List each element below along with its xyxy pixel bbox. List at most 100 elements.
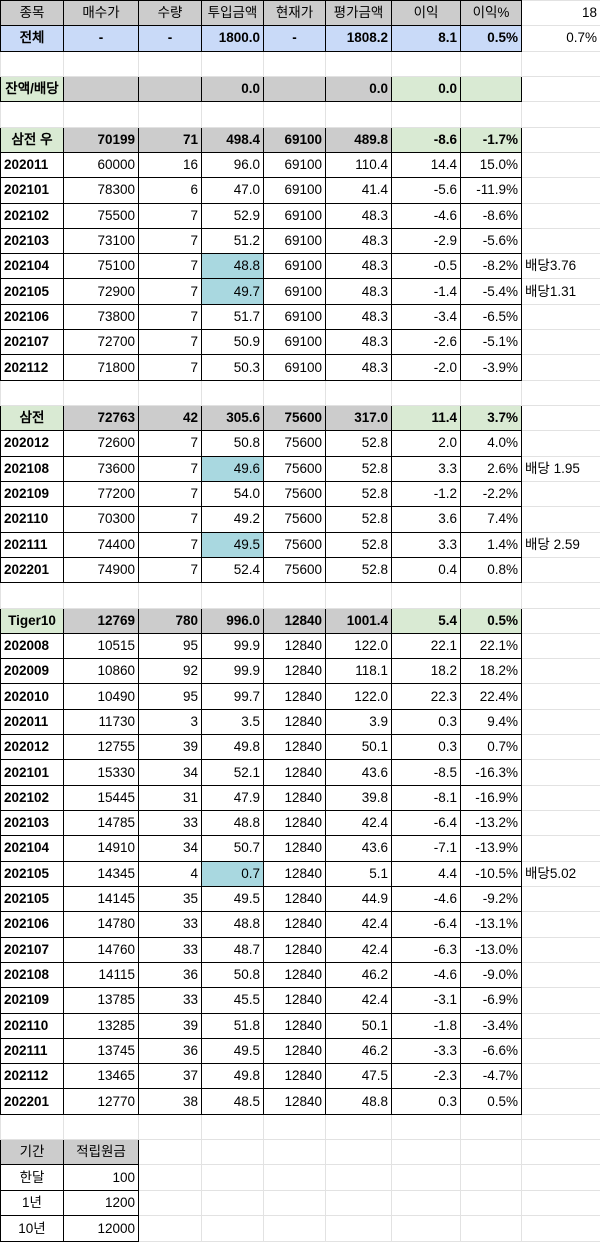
empty-cell[interactable] [0,1113,64,1141]
savings-principal-cell[interactable]: 1200 [63,1189,139,1217]
row-profit-cell[interactable]: -2.0 [391,354,461,381]
row-current-price-cell[interactable]: 12840 [263,1063,326,1090]
row-invested-cell[interactable]: 48.8 [201,809,264,837]
summary-profit-cell[interactable]: 11.4 [391,404,461,432]
row-profit-cell[interactable]: -3.3 [391,1037,461,1065]
row-profit-cell[interactable]: -4.6 [391,961,461,989]
row-profit-pct-cell[interactable]: 7.4% [460,506,522,533]
note-cell[interactable] [521,1063,600,1090]
row-buy-price-cell[interactable]: 74400 [63,531,139,558]
note-cell[interactable] [521,354,600,381]
row-name-cell[interactable]: 202112 [0,354,64,381]
summary-current-price-cell[interactable]: 75600 [263,404,326,432]
row-name-cell[interactable]: 202111 [0,1037,64,1065]
row-quantity-cell[interactable]: 7 [138,202,202,229]
note-cell[interactable] [521,683,600,710]
note-cell[interactable] [521,506,600,533]
summary-current-price-cell[interactable]: 12840 [263,607,326,634]
dividend-note-cell[interactable]: 배당 1.95 [521,455,600,482]
dividend-note-cell[interactable]: 배당1.31 [521,278,600,305]
row-quantity-cell[interactable]: 33 [138,936,202,963]
summary-valuation-cell[interactable]: 489.8 [325,126,392,153]
row-profit-pct-cell[interactable]: -13.0% [460,936,522,963]
row-profit-cell[interactable]: 0.3 [391,734,461,761]
row-buy-price-cell[interactable]: 78300 [63,177,139,204]
empty-cell[interactable] [521,1189,600,1217]
note-cell[interactable] [521,303,600,331]
empty-cell[interactable] [263,1164,326,1191]
empty-cell[interactable] [391,101,461,128]
empty-cell[interactable] [521,101,600,128]
empty-cell[interactable] [521,1215,600,1242]
empty-cell[interactable] [460,1189,522,1217]
row-buy-price-cell[interactable]: 60000 [63,151,139,179]
balance-name-cell[interactable]: 잔액/배당 [0,75,64,103]
row-buy-price-cell[interactable]: 14910 [63,835,139,862]
note-cell[interactable] [521,835,600,862]
empty-cell[interactable] [138,1113,202,1141]
row-valuation-cell[interactable]: 48.3 [325,202,392,229]
row-name-cell[interactable]: 202103 [0,227,64,255]
row-current-price-cell[interactable]: 12840 [263,734,326,761]
row-valuation-cell[interactable]: 48.3 [325,329,392,356]
note-cell[interactable] [521,784,600,812]
header-buy-price-cell[interactable]: 매수가 [63,0,139,27]
row-buy-price-cell[interactable]: 13745 [63,1037,139,1065]
row-quantity-cell[interactable]: 38 [138,1088,202,1115]
note-cell[interactable] [521,936,600,963]
note-cell[interactable] [521,734,600,761]
row-quantity-cell[interactable]: 95 [138,683,202,710]
empty-cell[interactable] [63,50,139,77]
row-name-cell[interactable]: 202012 [0,734,64,761]
row-current-price-cell[interactable]: 12840 [263,961,326,989]
row-invested-cell[interactable]: 49.5 [201,885,264,913]
empty-cell[interactable] [460,379,522,407]
empty-cell[interactable] [325,1113,392,1141]
balance-current-price-cell[interactable] [263,75,326,103]
total-extra-cell[interactable]: 0.7% [521,25,600,52]
empty-cell[interactable] [391,1164,461,1191]
row-invested-cell[interactable]: 47.9 [201,784,264,812]
total-quantity-cell[interactable]: - [138,25,202,52]
row-profit-pct-cell[interactable]: -13.9% [460,835,522,862]
empty-cell[interactable] [63,101,139,128]
empty-cell[interactable] [201,1215,264,1242]
header-profit-cell[interactable]: 이익 [391,0,461,27]
row-invested-cell[interactable]: 48.8 [201,911,264,938]
row-name-cell[interactable]: 202108 [0,455,64,482]
row-valuation-cell[interactable]: 50.1 [325,734,392,761]
row-invested-cell[interactable]: 99.7 [201,683,264,710]
row-invested-cell[interactable]: 52.9 [201,202,264,229]
row-name-cell[interactable]: 202109 [0,480,64,508]
note-cell[interactable] [521,329,600,356]
balance-buy-price-cell[interactable] [63,75,139,103]
row-current-price-cell[interactable]: 12840 [263,885,326,913]
summary-extra-cell[interactable] [521,607,600,634]
empty-cell[interactable] [201,1164,264,1191]
row-valuation-cell[interactable]: 48.3 [325,303,392,331]
row-name-cell[interactable]: 202103 [0,809,64,837]
row-buy-price-cell[interactable]: 12770 [63,1088,139,1115]
row-profit-pct-cell[interactable]: -9.2% [460,885,522,913]
summary-quantity-cell[interactable]: 42 [138,404,202,432]
row-profit-cell[interactable]: 3.6 [391,506,461,533]
row-quantity-cell[interactable]: 35 [138,885,202,913]
row-valuation-cell[interactable]: 52.8 [325,480,392,508]
row-invested-cell[interactable]: 51.2 [201,227,264,255]
header-valuation-cell[interactable]: 평가금액 [325,0,392,27]
row-profit-pct-cell[interactable]: -3.9% [460,354,522,381]
empty-cell[interactable] [325,379,392,407]
row-buy-price-cell[interactable]: 73600 [63,455,139,482]
balance-invested-cell[interactable]: 0.0 [201,75,264,103]
empty-cell[interactable] [391,379,461,407]
empty-cell[interactable] [521,50,600,77]
row-name-cell[interactable]: 202010 [0,683,64,710]
row-profit-pct-cell[interactable]: -5.1% [460,329,522,356]
row-invested-cell[interactable]: 50.9 [201,329,264,356]
savings-period-cell[interactable]: 10년 [0,1215,64,1242]
row-name-cell[interactable]: 202011 [0,708,64,736]
row-buy-price-cell[interactable]: 14785 [63,809,139,837]
empty-cell[interactable] [391,50,461,77]
empty-cell[interactable] [460,582,522,609]
total-profit-pct-cell[interactable]: 0.5% [460,25,522,52]
